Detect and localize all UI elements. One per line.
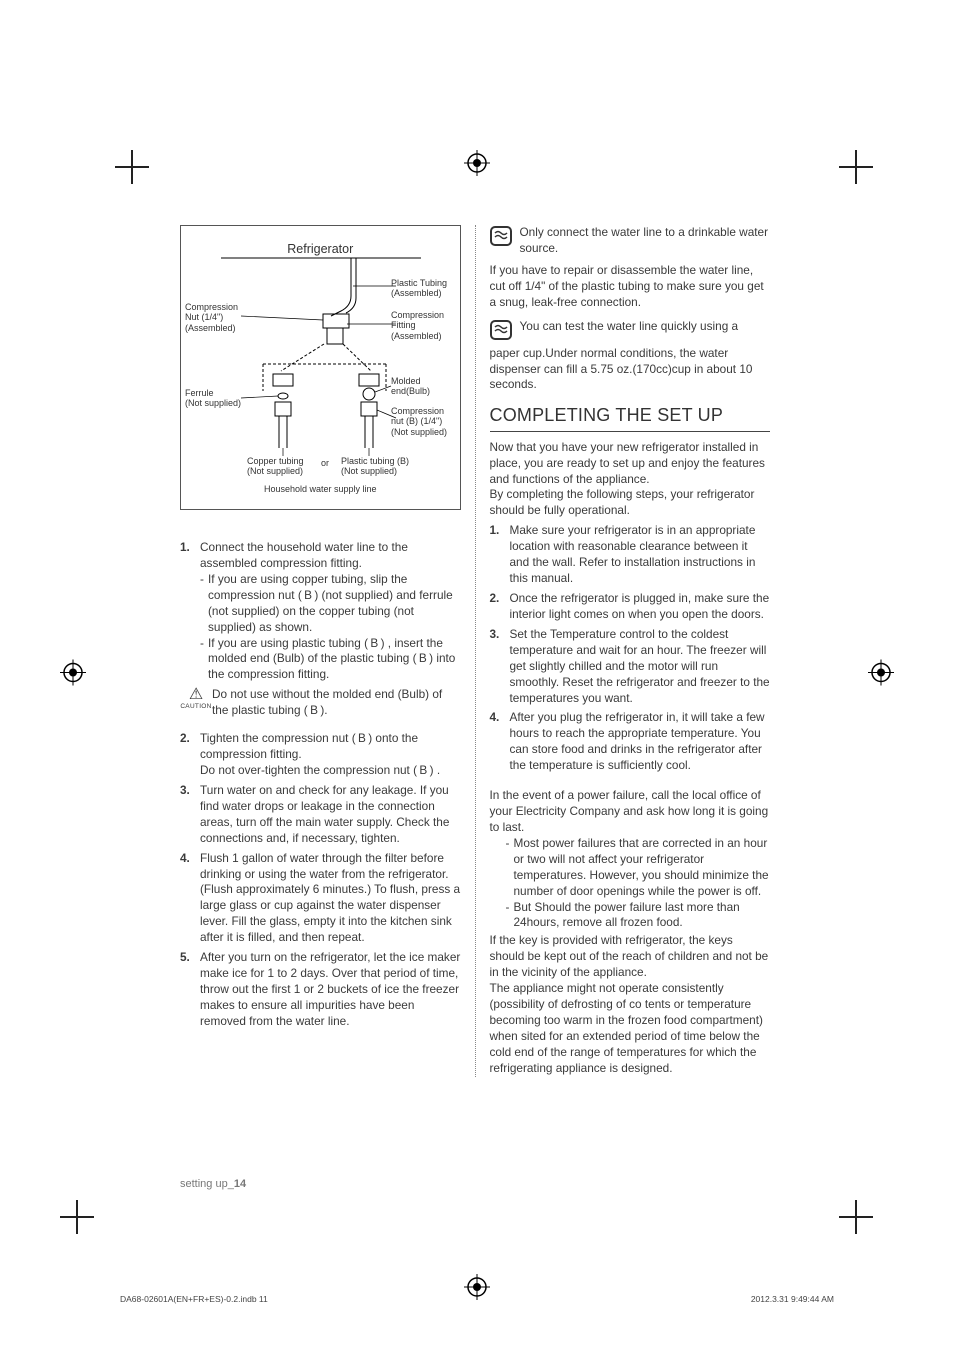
step-number: 5. [180,950,200,1030]
body-text: By completing the following steps, your … [490,487,771,519]
step-text: After you plug the refrigerator in, it w… [510,710,771,774]
step-number: 4. [180,851,200,947]
note-text: You can test the water line quickly usin… [520,319,739,335]
step-text: Once the refrigerator is plugged in, mak… [510,591,771,623]
list-item: 4.After you plug the refrigerator in, it… [490,710,771,774]
caution-text: Do not use without the molded end (Bulb)… [212,687,461,719]
substep-text: If you are using copper tubing, slip the… [208,572,461,636]
registration-mark-icon [868,660,894,691]
step-number: 2. [180,731,200,779]
registration-mark-icon [464,150,490,176]
step-number: 1. [490,523,510,587]
step-text: Tighten the compression nut ( B ) onto t… [200,731,418,761]
setup-steps: 1.Make sure your refrigerator is in an a… [490,523,771,774]
list-item: 2. Tighten the compression nut ( B ) ont… [180,731,461,779]
body-text: If the key is provided with refrigerator… [490,933,771,981]
step-text: Make sure your refrigerator is in an app… [510,523,771,587]
step-number: 2. [490,591,510,623]
section-heading: COMPLETING THE SET UP [490,403,771,431]
note-text: Only connect the water line to a drinkab… [520,225,771,257]
print-timestamp: 2012.3.31 9:49:44 AM [751,1294,834,1304]
diagram-label: or [321,458,329,468]
note-block: You can test the water line quickly usin… [490,319,771,340]
list-item: 4. Flush 1 gallon of water through the f… [180,851,461,947]
list-item: 2.Once the refrigerator is plugged in, m… [490,591,771,623]
caution-icon: ⚠ [180,687,212,703]
substep-text: If you are using plastic tubing ( B ) , … [208,636,461,684]
list-item: 5. After you turn on the refrigerator, l… [180,950,461,1030]
body-text: In the event of a power failure, call th… [490,788,771,836]
diagram-label: Plastic tubing (B) (Not supplied) [341,456,409,477]
sub-text: Most power failures that are corrected i… [506,836,771,900]
diagram-label: Compression Nut (1/4") (Assembled) [185,302,238,333]
diagram-label: Compression Fitting (Assembled) [391,310,444,341]
step-text: Turn water on and check for any leakage.… [200,783,461,847]
body-text: paper cup.Under normal conditions, the w… [490,346,771,394]
page-content: Refrigerator [180,225,770,1077]
steps-list: 1. Connect the household water line to t… [180,540,461,683]
caution-label: CAUTION [180,703,212,712]
step-text: Flush 1 gallon of water through the filt… [200,851,461,947]
sub-text: But Should the power failure last more t… [506,900,771,932]
list-item: 1. Connect the household water line to t… [180,540,461,683]
step-text: Set the Temperature control to the colde… [510,627,771,707]
diagram-label: Household water supply line [181,484,460,494]
step-number: 1. [180,540,200,683]
step-number: 3. [180,783,200,847]
print-footer: DA68-02601A(EN+FR+ES)-0.2.indb 11 2012.3… [120,1294,834,1304]
diagram-label: Compression nut (B) (1/4") (Not supplied… [391,406,447,437]
note-block: Only connect the water line to a drinkab… [490,225,771,257]
water-line-diagram: Refrigerator [180,225,461,510]
step-note: Do not over-tighten the compression nut … [200,763,440,777]
page-footer: setting up_14 [180,1178,246,1190]
step-text: Connect the household water line to the … [200,540,408,570]
steps-list-cont: 2. Tighten the compression nut ( B ) ont… [180,731,461,1030]
body-text: If you have to repair or disassemble the… [490,263,771,311]
diagram-label: Plastic Tubing (Assembled) [391,278,447,299]
step-text: After you turn on the refrigerator, let … [200,950,461,1030]
step-number: 3. [490,627,510,707]
note-icon [490,320,512,340]
note-icon [490,226,512,246]
list-item: 3. Turn water on and check for any leaka… [180,783,461,847]
print-filename: DA68-02601A(EN+FR+ES)-0.2.indb 11 [120,1294,268,1304]
left-column: Refrigerator [180,225,461,1077]
diagram-label: Ferrule (Not supplied) [185,388,241,409]
body-text: The appliance might not operate consiste… [490,981,771,1077]
diagram-label: Molded end(Bulb) [391,376,430,397]
right-column: Only connect the water line to a drinkab… [475,225,771,1077]
body-text: Now that you have your new refrigerator … [490,440,771,488]
list-item: 3.Set the Temperature control to the col… [490,627,771,707]
diagram-label: Copper tubing (Not supplied) [247,456,304,477]
caution-note: ⚠ CAUTION Do not use without the molded … [180,687,461,719]
step-number: 4. [490,710,510,774]
list-item: 1.Make sure your refrigerator is in an a… [490,523,771,587]
registration-mark-icon [60,660,86,691]
